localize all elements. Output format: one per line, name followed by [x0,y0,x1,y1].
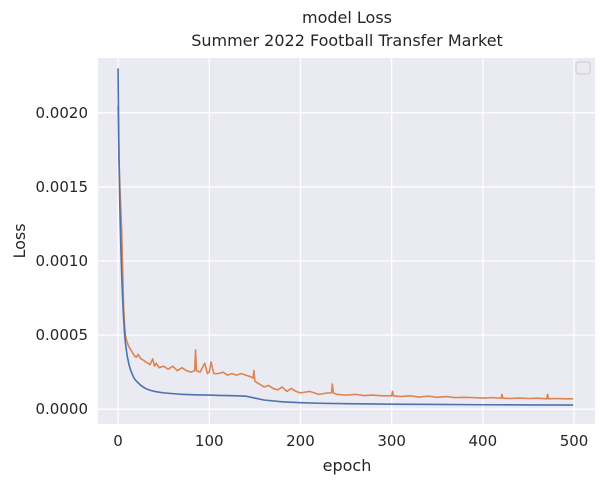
x-tick-label: 200 [286,432,315,450]
x-tick-label: 100 [195,432,224,450]
x-tick-labels: 0 100 200 300 400 500 [113,432,588,450]
series-layer [117,68,574,406]
y-tick-label: 0.0010 [36,252,89,270]
grid-lines [98,58,595,424]
chart-subtitle: Summer 2022 Football Transfer Market [191,31,503,50]
series-1-line [117,68,574,406]
series-2-line [117,105,574,400]
x-axis-label: epoch [323,456,372,475]
x-tick-label: 400 [469,432,498,450]
y-tick-label: 0.0000 [36,400,89,418]
y-tick-label: 0.0015 [36,178,89,196]
plot-area [98,58,595,424]
x-tick-label: 300 [377,432,406,450]
y-axis-label: Loss [10,223,29,258]
legend-box[interactable] [575,61,591,75]
chart-title: model Loss [302,8,392,27]
y-tick-label: 0.0005 [36,326,89,344]
x-tick-label: 0 [113,432,123,450]
x-tick-label: 500 [560,432,589,450]
y-tick-labels: 0.0000 0.0005 0.0010 0.0015 0.0020 [36,104,89,418]
y-tick-label: 0.0020 [36,104,89,122]
